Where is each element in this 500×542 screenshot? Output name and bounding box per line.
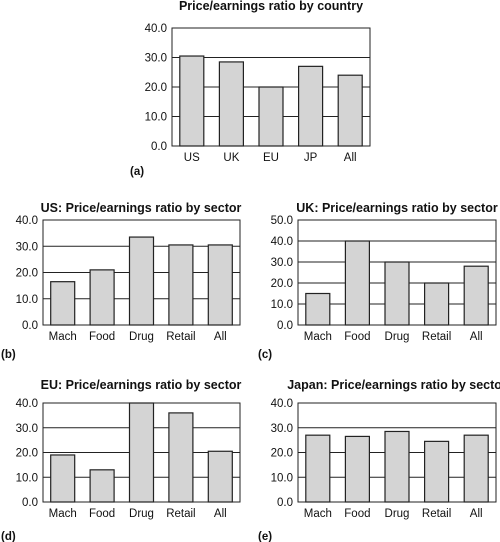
y-tick-label: 10.0 — [145, 112, 167, 124]
x-tick-label: All — [214, 508, 227, 520]
bar-mach — [305, 434, 331, 503]
bar-eu — [258, 86, 284, 147]
y-tick-label: 20.0 — [16, 268, 38, 280]
x-tick-label: Retail — [166, 508, 195, 520]
bar-retail — [168, 244, 194, 326]
y-tick-label: 0.0 — [277, 320, 293, 332]
bar-us — [179, 55, 205, 147]
panel-label: (a) — [130, 166, 144, 178]
bar-food — [344, 435, 370, 503]
x-tick-label: Mach — [304, 508, 332, 520]
bar-all — [463, 265, 489, 326]
panel-label: (d) — [1, 531, 16, 542]
y-tick-label: 20.0 — [271, 448, 293, 460]
x-tick-label: All — [470, 331, 483, 343]
x-tick-label: Drug — [129, 331, 154, 343]
bar-food — [89, 469, 115, 503]
bar-mach — [50, 281, 76, 326]
x-tick-label: Mach — [304, 331, 332, 343]
bar-all — [463, 434, 489, 503]
y-tick-label: 10.0 — [271, 299, 293, 311]
panel-label: (b) — [1, 349, 16, 361]
x-tick-label: Drug — [385, 331, 410, 343]
y-tick-label: 40.0 — [271, 236, 293, 248]
plot-frame — [297, 402, 497, 503]
x-tick-label: All — [214, 331, 227, 343]
y-tick-label: 40.0 — [16, 398, 38, 410]
bar-drug — [128, 236, 155, 326]
bar-all — [337, 74, 363, 147]
x-tick-label: All — [344, 152, 357, 164]
bar-all — [207, 450, 233, 503]
y-tick-label: 30.0 — [145, 53, 167, 65]
chart-title: EU: Price/earnings ratio by sector — [41, 378, 242, 392]
y-tick-label: 0.0 — [277, 497, 293, 509]
plot-frame — [171, 27, 371, 147]
plot-frame — [42, 219, 241, 326]
x-tick-label: Food — [344, 508, 370, 520]
y-tick-label: 20.0 — [16, 448, 38, 460]
chart-title: US: Price/earnings ratio by sector — [41, 201, 242, 215]
y-tick-label: 30.0 — [16, 241, 38, 253]
x-tick-label: Drug — [129, 508, 154, 520]
plot-frame — [297, 219, 497, 326]
chart-title: UK: Price/earnings ratio by sector — [296, 201, 498, 215]
y-tick-label: 10.0 — [16, 294, 38, 306]
y-tick-label: 40.0 — [16, 215, 38, 227]
y-tick-label: 50.0 — [271, 215, 293, 227]
y-tick-label: 40.0 — [271, 398, 293, 410]
bar-drug — [384, 430, 410, 503]
y-tick-label: 20.0 — [145, 82, 167, 94]
bar-jp — [298, 65, 324, 147]
y-tick-label: 0.0 — [22, 497, 38, 509]
y-tick-label: 30.0 — [271, 257, 293, 269]
x-tick-label: Food — [89, 331, 115, 343]
y-tick-label: 0.0 — [22, 320, 38, 332]
bar-retail — [424, 440, 450, 503]
x-tick-label: Mach — [49, 508, 77, 520]
x-tick-label: Drug — [385, 508, 410, 520]
x-tick-label: Food — [89, 508, 115, 520]
chart-title: Japan: Price/earnings ratio by sector — [287, 378, 500, 392]
panel-label: (c) — [258, 349, 272, 361]
y-tick-label: 30.0 — [271, 423, 293, 435]
panel-label: (e) — [258, 531, 272, 542]
plot-frame — [42, 402, 241, 503]
bar-drug — [128, 402, 155, 503]
x-tick-label: UK — [223, 152, 239, 164]
bar-food — [89, 269, 115, 326]
y-tick-label: 40.0 — [145, 23, 167, 35]
y-tick-label: 20.0 — [271, 278, 293, 290]
x-tick-label: EU — [263, 152, 279, 164]
x-tick-label: Retail — [422, 331, 451, 343]
bar-mach — [305, 292, 331, 326]
y-tick-label: 30.0 — [16, 423, 38, 435]
bar-retail — [168, 412, 194, 503]
y-tick-label: 0.0 — [151, 141, 167, 153]
x-tick-label: Retail — [422, 508, 451, 520]
bar-drug — [384, 261, 410, 326]
bar-retail — [424, 282, 450, 326]
x-tick-label: Mach — [49, 331, 77, 343]
x-tick-label: Food — [344, 331, 370, 343]
bar-all — [207, 244, 233, 326]
x-tick-label: All — [470, 508, 483, 520]
y-tick-label: 10.0 — [271, 472, 293, 484]
chart-title: Price/earnings ratio by country — [179, 0, 363, 13]
y-tick-label: 10.0 — [16, 472, 38, 484]
bar-food — [344, 240, 370, 326]
x-tick-label: US — [184, 152, 200, 164]
bar-mach — [50, 454, 76, 503]
bar-uk — [218, 61, 244, 147]
x-tick-label: JP — [304, 152, 318, 164]
x-tick-label: Retail — [166, 331, 195, 343]
